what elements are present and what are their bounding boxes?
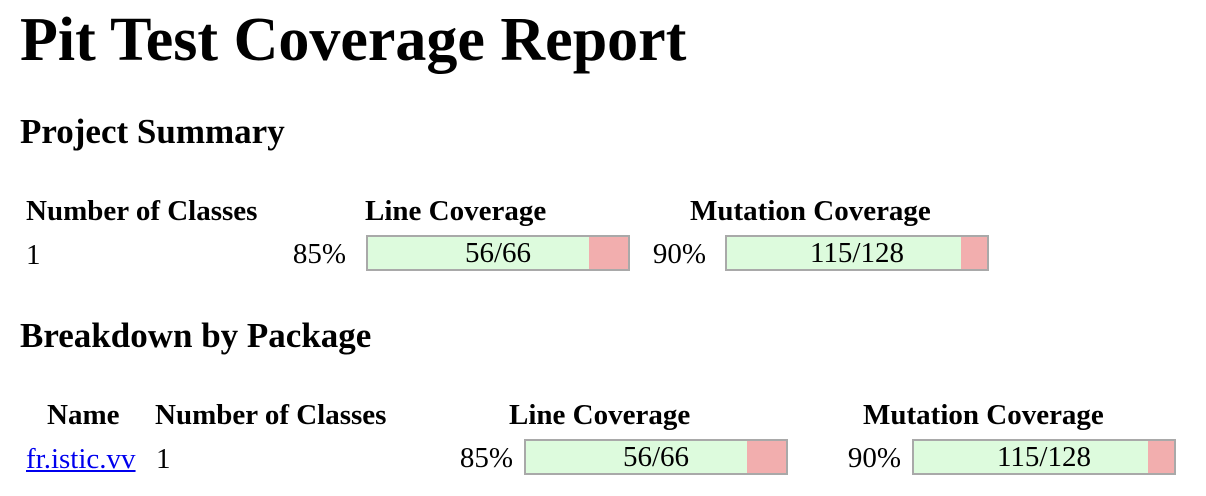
package-mutation-coverage-bar: 115/128 bbox=[912, 439, 1176, 475]
package-line-coverage-fill bbox=[526, 441, 747, 473]
summary-header-classes: Number of Classes bbox=[26, 195, 258, 227]
summary-mutation-coverage-percent: 90% bbox=[652, 238, 706, 270]
summary-line-coverage-percent: 85% bbox=[292, 238, 346, 270]
package-mutation-coverage-percent: 90% bbox=[847, 442, 901, 474]
breakdown-header-classes: Number of Classes bbox=[155, 399, 387, 431]
breakdown-header-mutation-coverage: Mutation Coverage bbox=[863, 399, 1104, 431]
summary-header-mutation-coverage: Mutation Coverage bbox=[690, 195, 931, 227]
summary-classes-value: 1 bbox=[26, 239, 41, 271]
page-title: Pit Test Coverage Report bbox=[20, 6, 687, 74]
breakdown-header-line-coverage: Line Coverage bbox=[509, 399, 691, 431]
summary-header-line-coverage: Line Coverage bbox=[365, 195, 547, 227]
summary-mutation-coverage-fill bbox=[727, 237, 961, 269]
summary-line-coverage-fill bbox=[368, 237, 589, 269]
summary-line-coverage-bar: 56/66 bbox=[366, 235, 630, 271]
summary-mutation-coverage-ratio: 115/128 bbox=[810, 237, 904, 269]
package-mutation-coverage-ratio: 115/128 bbox=[997, 441, 1091, 473]
package-line-coverage-bar: 56/66 bbox=[524, 439, 788, 475]
package-mutation-coverage-fill bbox=[914, 441, 1148, 473]
project-summary-heading: Project Summary bbox=[20, 112, 285, 151]
breakdown-header-name: Name bbox=[47, 399, 120, 431]
package-link-fr-istic-vv[interactable]: fr.istic.vv bbox=[26, 443, 136, 475]
package-line-coverage-percent: 85% bbox=[459, 442, 513, 474]
breakdown-heading: Breakdown by Package bbox=[20, 316, 372, 355]
package-classes-value: 1 bbox=[156, 443, 171, 475]
summary-mutation-coverage-bar: 115/128 bbox=[725, 235, 989, 271]
package-line-coverage-ratio: 56/66 bbox=[622, 441, 690, 473]
summary-line-coverage-ratio: 56/66 bbox=[464, 237, 532, 269]
